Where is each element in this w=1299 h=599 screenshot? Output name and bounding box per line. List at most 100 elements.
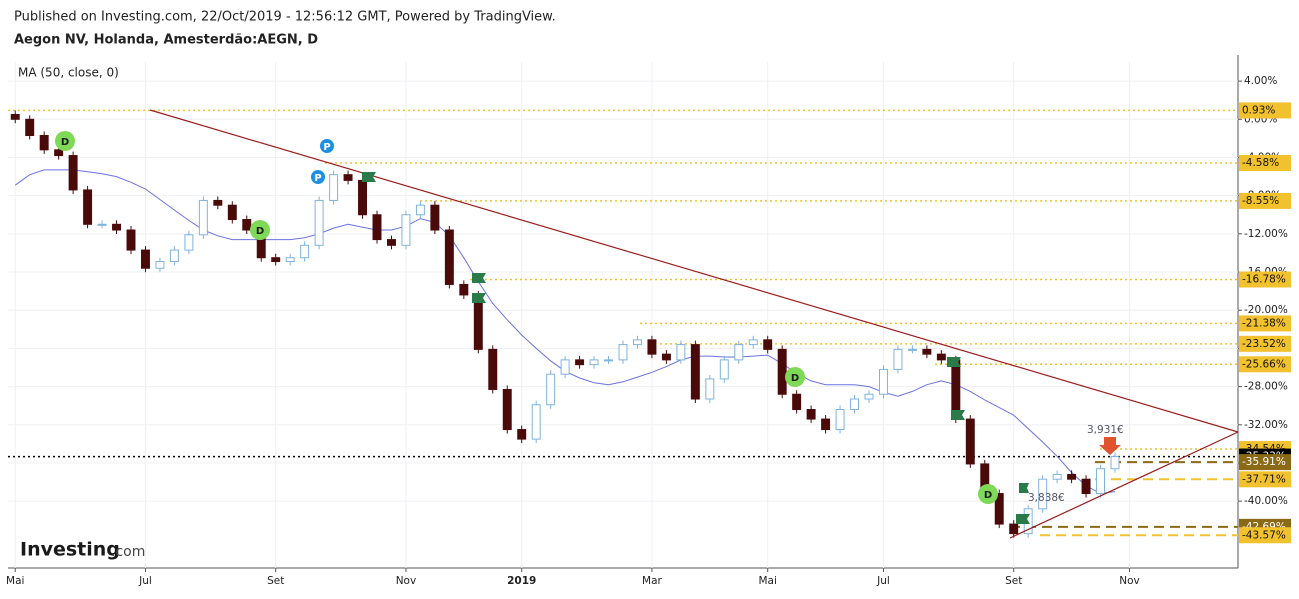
y-tick-label: -12.00% <box>1244 228 1288 240</box>
level-label: -4.58% <box>1242 157 1279 169</box>
candle <box>430 204 440 231</box>
candle <box>907 348 917 351</box>
candle <box>821 418 831 431</box>
candle <box>1052 473 1062 480</box>
candle <box>719 359 729 380</box>
level-label: -8.55% <box>1242 195 1279 207</box>
candle <box>54 149 64 157</box>
level-label: -35.91% <box>1242 456 1286 468</box>
earnings-label: P <box>323 142 330 153</box>
candle <box>748 339 758 346</box>
dividend-label: D <box>984 490 992 501</box>
candle <box>97 223 107 226</box>
flags <box>362 172 1030 524</box>
candle <box>401 214 411 246</box>
level-label-box <box>1239 315 1291 332</box>
candle <box>502 388 512 431</box>
trend-line <box>1009 431 1239 539</box>
dividend-icon <box>978 484 998 504</box>
logo-suffix: .com <box>111 544 145 560</box>
candle <box>1110 456 1120 470</box>
level-label-box <box>1239 335 1291 352</box>
earnings-icon <box>320 139 334 153</box>
sell-arrow <box>1099 437 1121 455</box>
published-line: Published on Investing.com, 22/Oct/2019 … <box>14 10 556 25</box>
earnings-label: P <box>314 173 321 184</box>
candle <box>734 344 744 361</box>
candle <box>300 244 310 259</box>
dividend-icon <box>55 131 75 151</box>
candle <box>39 135 49 151</box>
candle <box>155 261 165 269</box>
candle <box>10 114 20 120</box>
level-label-box <box>1239 155 1291 172</box>
x-tick-label: Mar <box>642 575 662 587</box>
candle <box>604 359 614 362</box>
logo-brand: Investing <box>20 539 120 561</box>
candle <box>1067 473 1077 480</box>
price-annotation: 3,931€ <box>1087 424 1124 436</box>
candle <box>126 229 136 251</box>
candle <box>763 339 773 350</box>
level-label-box <box>1239 527 1291 544</box>
dividend-label: D <box>61 137 69 148</box>
candle <box>488 348 498 390</box>
candle <box>517 429 527 440</box>
candle <box>271 257 281 263</box>
candle <box>329 174 339 201</box>
candle <box>878 368 888 395</box>
candle <box>560 359 570 375</box>
candle <box>864 393 874 400</box>
earnings-icon <box>311 170 325 184</box>
candle <box>661 353 671 361</box>
x-tick-label: Nov <box>1119 575 1140 587</box>
candle <box>285 257 295 263</box>
candle <box>227 204 237 221</box>
y-tick-label: 4.00% <box>1244 75 1277 87</box>
candle <box>575 359 585 366</box>
x-tick-label: 2019 <box>507 575 536 587</box>
level-label-box <box>1239 356 1291 373</box>
candle <box>531 404 541 440</box>
y-tick-label: -20.00% <box>1244 304 1288 316</box>
y-tick-label: -28.00% <box>1244 381 1288 393</box>
level-label-box <box>1239 454 1291 471</box>
candle <box>792 393 802 411</box>
y-tick-label: -40.00% <box>1244 495 1288 507</box>
candle <box>184 234 194 251</box>
level-label-box <box>1239 192 1291 209</box>
x-tick-label: Jul <box>138 575 152 587</box>
y-tick-label: -32.00% <box>1244 419 1288 431</box>
level-label-box <box>1239 102 1291 119</box>
candle <box>936 353 946 361</box>
event-icons: D D D D P P <box>55 131 1121 524</box>
candle <box>835 409 845 431</box>
candle <box>806 409 816 420</box>
x-tick-label: Set <box>267 575 284 587</box>
candle <box>705 378 715 400</box>
dividend-icon <box>785 367 805 387</box>
dividend-label: D <box>791 373 799 384</box>
ma-legend: MA (50, close, 0) <box>18 66 119 80</box>
level-label: -37.71% <box>1242 473 1286 485</box>
candle <box>169 249 179 263</box>
candle <box>415 204 425 216</box>
candle <box>140 249 150 269</box>
dividend-label: D <box>256 226 264 237</box>
level-label: 0.93% <box>1242 104 1275 116</box>
dividend-icon <box>250 220 270 240</box>
symbol-title: Aegon NV, Holanda, Amesterdão:AEGN, D <box>14 33 318 48</box>
x-tick-label: Set <box>1005 575 1022 587</box>
candle <box>343 174 353 181</box>
candle <box>589 359 599 366</box>
candle <box>647 339 657 355</box>
candle <box>25 118 35 137</box>
candle <box>386 239 396 246</box>
candle <box>850 398 860 411</box>
candle <box>112 223 122 231</box>
candle <box>314 199 324 246</box>
candle <box>372 214 382 241</box>
candle <box>676 344 686 361</box>
